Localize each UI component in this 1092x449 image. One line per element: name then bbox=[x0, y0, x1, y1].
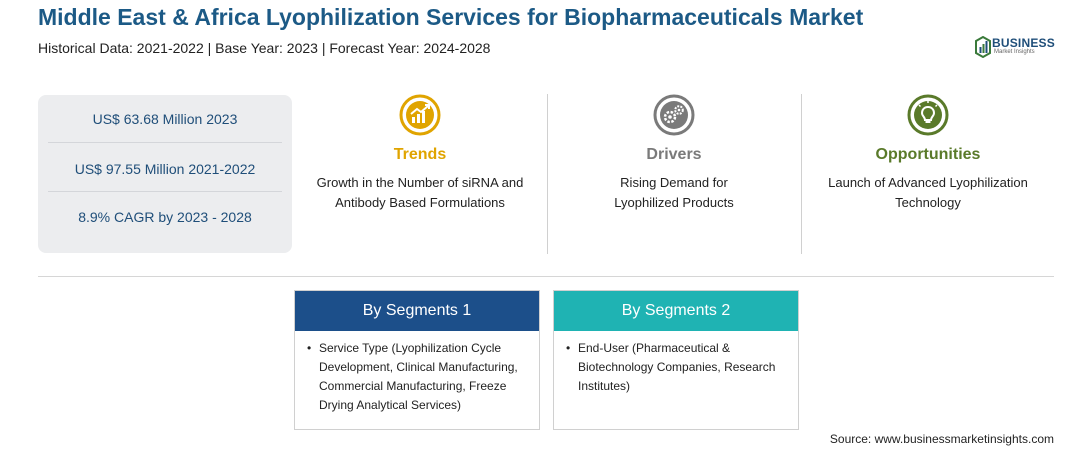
gears-icon bbox=[653, 94, 695, 136]
trends-column: Trends Growth in the Number of siRNA and… bbox=[295, 94, 545, 213]
opportunities-text: Launch of Advanced Lyophilization Techno… bbox=[828, 175, 1028, 210]
stat-market-2023: US$ 63.68 Million 2023 bbox=[92, 111, 238, 127]
brand-logo: BUSINESS Market Insights bbox=[974, 34, 1058, 60]
opportunities-column: Opportunities Launch of Advanced Lyophil… bbox=[803, 94, 1053, 213]
segment-card-1: By Segments 1 • Service Type (Lyophiliza… bbox=[294, 290, 540, 430]
page-title: Middle East & Africa Lyophilization Serv… bbox=[38, 4, 864, 30]
column-divider bbox=[801, 94, 802, 254]
segment-2-title: By Segments 2 bbox=[554, 291, 798, 331]
drivers-column: Drivers Rising Demand for Lyophilized Pr… bbox=[549, 94, 799, 213]
logo-subtext: Market Insights bbox=[994, 49, 1035, 55]
stat-cagr: 8.9% CAGR by 2023 - 2028 bbox=[78, 209, 252, 225]
trends-text: Growth in the Number of siRNA and Antibo… bbox=[316, 175, 524, 210]
segment-1-title: By Segments 1 bbox=[295, 291, 539, 331]
section-divider bbox=[38, 276, 1054, 277]
segment-1-item: Service Type (Lyophilization Cycle Devel… bbox=[319, 341, 518, 412]
trends-heading: Trends bbox=[393, 146, 447, 163]
bullet-icon: • bbox=[307, 341, 312, 355]
stat-divider bbox=[48, 142, 282, 143]
column-divider bbox=[547, 94, 548, 254]
stat-divider bbox=[48, 191, 282, 192]
stats-panel: US$ 63.68 Million 2023 US$ 97.55 Million… bbox=[38, 95, 292, 253]
drivers-heading: Drivers bbox=[646, 146, 702, 163]
opportunities-heading: Opportunities bbox=[875, 146, 981, 163]
logo-mark-icon bbox=[975, 36, 991, 58]
segment-2-item: End-User (Pharmaceutical & Biotechnology… bbox=[578, 341, 776, 393]
chart-growth-icon bbox=[399, 94, 441, 136]
logo-word: BUSINESS bbox=[992, 36, 1055, 50]
lightbulb-icon bbox=[907, 94, 949, 136]
bullet-icon: • bbox=[566, 341, 571, 355]
stat-market-historical: US$ 97.55 Million 2021-2022 bbox=[74, 161, 256, 177]
segment-card-2: By Segments 2 • End-User (Pharmaceutical… bbox=[553, 290, 799, 430]
page-subtitle: Historical Data: 2021-2022 | Base Year: … bbox=[38, 40, 491, 56]
drivers-text: Rising Demand for Lyophilized Products bbox=[614, 175, 734, 210]
source-credit: Source: www.businessmarketinsights.com bbox=[829, 432, 1054, 446]
